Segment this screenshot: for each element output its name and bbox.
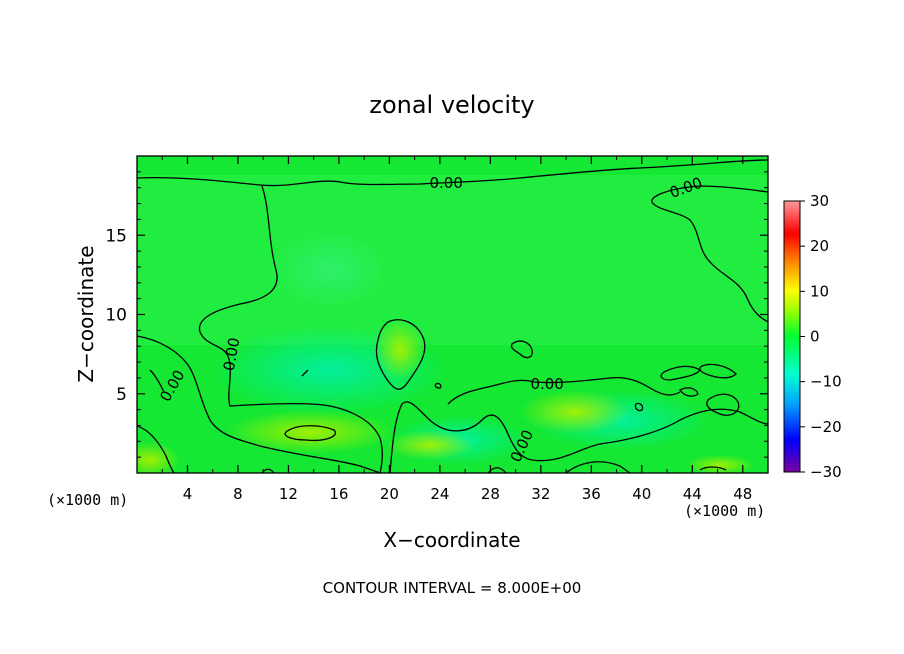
contour-bottom-mid xyxy=(487,467,507,473)
x-tick-label: 8 xyxy=(233,485,243,503)
x-unit-right: (×1000 m) xyxy=(684,502,765,520)
upper-band xyxy=(137,175,768,345)
x-tick-label: 24 xyxy=(430,485,449,503)
contour-zero-mid xyxy=(447,376,681,405)
contour-small-1 xyxy=(510,340,533,359)
x-tick-label: 16 xyxy=(329,485,348,503)
x-tick-label: 4 xyxy=(183,485,193,503)
contour-small-3 xyxy=(434,382,442,389)
colorbar: 30 20 10 0 −10 −20 −30 xyxy=(783,192,842,481)
x-unit-left: (×1000 m) xyxy=(47,491,128,509)
contour-label-text: 0.00 xyxy=(429,174,462,192)
contour-mid-loop xyxy=(375,319,426,390)
y-axis-label: Z−coordinate xyxy=(74,245,98,382)
y-tick-label: 10 xyxy=(105,306,127,326)
contour-small-2 xyxy=(634,402,644,412)
y-tick-label: 15 xyxy=(105,226,127,246)
x-tick-label: 12 xyxy=(279,485,298,503)
contour-label: 0.00 xyxy=(429,174,462,192)
contour-lines xyxy=(137,159,768,473)
colorbar-tick-label: 20 xyxy=(810,237,829,255)
x-tick-label: 28 xyxy=(481,485,500,503)
y-axis-ticks: 5 10 15 xyxy=(105,171,768,458)
contour-plus8-2 xyxy=(699,466,727,471)
contour-top xyxy=(137,159,768,187)
x-axis-label: X−coordinate xyxy=(383,528,520,552)
colorbar-tick-label: −30 xyxy=(810,463,842,481)
contour-left-region xyxy=(137,335,381,473)
colorbar-tick-label: 10 xyxy=(810,282,829,300)
x-tick-label: 44 xyxy=(683,485,702,503)
yellowgreen-region-6 xyxy=(375,320,425,380)
colorbar-tick-label: 0 xyxy=(810,328,820,346)
yellowgreen-region-5 xyxy=(685,455,755,473)
contour-bottom-right xyxy=(565,461,631,473)
colorbar-ticks: 30 20 10 0 −10 −20 −30 xyxy=(800,192,842,481)
contour-interval-annotation: CONTOUR INTERVAL = 8.000E+00 xyxy=(323,579,582,597)
contour-center-big xyxy=(198,185,383,473)
contour-label: 0.00 xyxy=(530,375,563,393)
colorbar-tick-label: −10 xyxy=(810,373,842,391)
contour-right-upper xyxy=(651,185,768,323)
contour-low-middle xyxy=(389,401,768,473)
contour-small-5 xyxy=(660,365,701,381)
contour-label: 0.00 xyxy=(220,336,244,372)
x-tick-label: 32 xyxy=(531,485,550,503)
x-tick-label: 20 xyxy=(380,485,399,503)
contour-small-4 xyxy=(706,393,740,416)
colorbar-gradient xyxy=(783,200,801,473)
contour-tiny-1 xyxy=(301,369,309,377)
colorbar-tick-label: −20 xyxy=(810,418,842,436)
x-tick-label: 36 xyxy=(582,485,601,503)
chart-title: zonal velocity xyxy=(369,91,534,119)
heatmap-field: 0.00 0.000.000.00 0.000.00 xyxy=(137,156,768,473)
contour-small-7 xyxy=(679,387,699,397)
contour-left-small xyxy=(149,369,165,393)
contour-small-6 xyxy=(699,363,737,379)
contour-plus8-1 xyxy=(284,425,336,442)
yellowgreen-region-2 xyxy=(520,390,630,434)
contour-label-text: 0.00 xyxy=(220,336,244,372)
mint-region-top xyxy=(270,230,390,310)
yellowgreen-region-1 xyxy=(225,410,395,454)
contour-left-low xyxy=(137,425,175,473)
contour-label-text: 0.00 xyxy=(530,375,563,393)
x-tick-label: 48 xyxy=(733,485,752,503)
colorbar-tick-label: 30 xyxy=(810,192,829,210)
yellowgreen-region-4 xyxy=(385,430,475,460)
y-tick-label: 5 xyxy=(116,385,127,405)
x-tick-label: 40 xyxy=(632,485,651,503)
x-axis-ticks: 4 8 12 16 20 24 28 32 36 40 44 48 xyxy=(161,156,752,503)
